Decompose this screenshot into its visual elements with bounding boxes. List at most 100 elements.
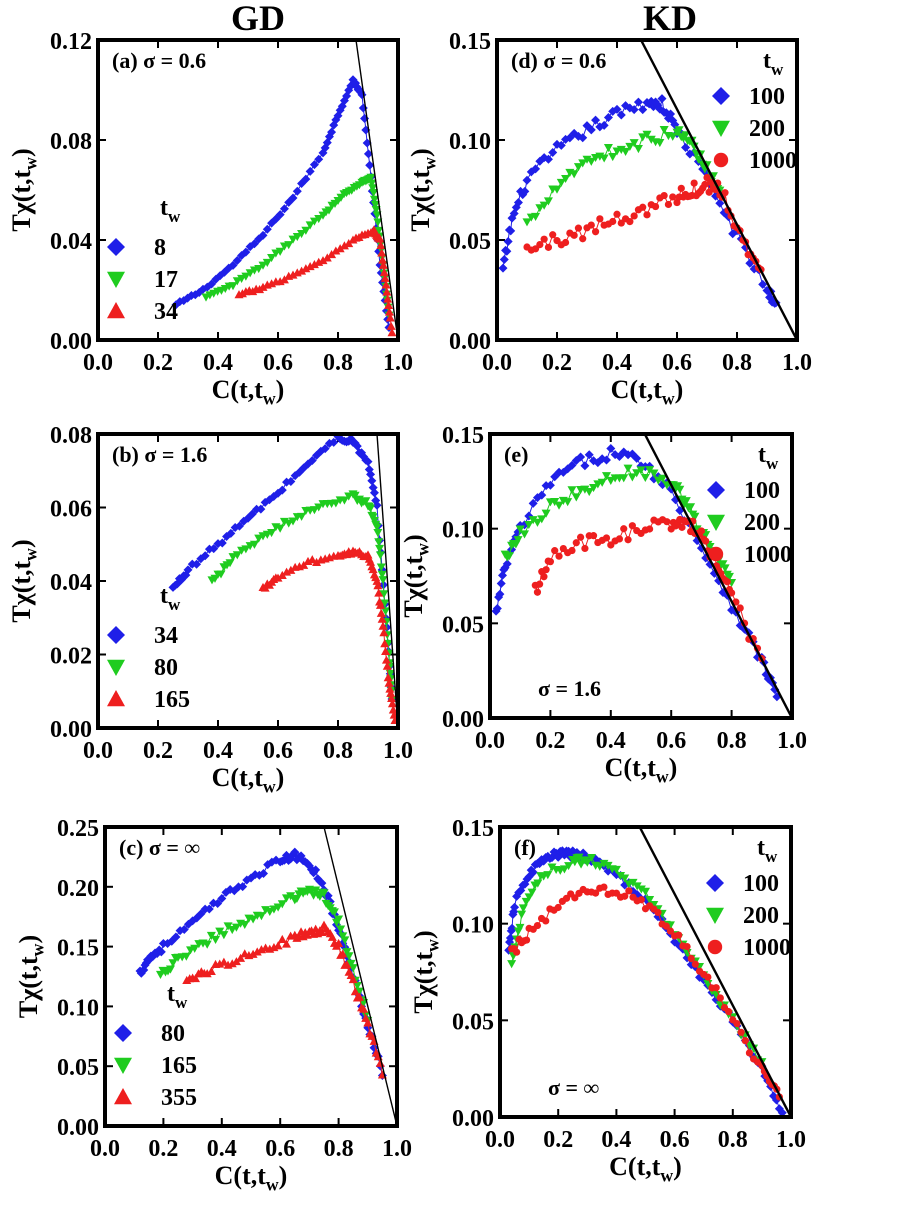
point-200	[574, 853, 584, 862]
point-200	[749, 1044, 759, 1053]
x-tick-label: 0.0	[90, 1136, 120, 1162]
point-1000	[723, 578, 731, 586]
point-80	[309, 506, 319, 515]
legend: tw 8 17 34	[107, 195, 181, 325]
point-80	[361, 497, 371, 506]
point-100	[502, 559, 512, 569]
point-1000	[513, 948, 521, 956]
point-80	[366, 504, 376, 513]
point-17	[305, 221, 315, 230]
point-200	[556, 178, 566, 188]
point-165	[380, 639, 390, 648]
plot-area	[498, 94, 781, 308]
point-1000	[613, 210, 621, 218]
point-80	[267, 528, 277, 538]
point-1000	[544, 243, 553, 251]
y-tick-label: 0.00	[50, 329, 92, 355]
legend-marker-1000	[713, 152, 729, 168]
point-17	[228, 282, 238, 291]
y-tick-label: 0.00	[57, 1115, 99, 1141]
point-8	[241, 247, 251, 257]
point-100	[545, 480, 555, 490]
point-80	[290, 847, 300, 857]
point-8	[262, 224, 272, 234]
point-1000	[669, 193, 677, 201]
legend-label-17: 17	[154, 267, 178, 293]
y-tick-label: 0.15	[449, 29, 491, 55]
point-34	[183, 565, 193, 575]
point-1000	[716, 994, 724, 1002]
point-165	[307, 555, 317, 564]
point-165	[344, 952, 354, 961]
point-8	[275, 210, 285, 220]
point-355	[202, 969, 212, 978]
point-100	[616, 110, 626, 120]
point-165	[336, 925, 346, 934]
point-1000	[663, 518, 671, 526]
point-165	[387, 693, 397, 702]
point-200	[620, 874, 630, 883]
point-1000	[733, 1019, 741, 1028]
point-100	[777, 1108, 787, 1117]
point-34	[381, 280, 391, 289]
point-200	[681, 131, 691, 140]
point-80	[339, 496, 349, 505]
point-8	[301, 174, 311, 184]
point-200	[603, 144, 613, 153]
point-200	[543, 197, 553, 206]
point-100	[657, 94, 667, 104]
x-tick-label: 1.0	[782, 350, 812, 376]
point-100	[543, 154, 553, 164]
y-tick-label: 0.00	[50, 717, 92, 743]
point-8	[232, 255, 242, 265]
point-355	[348, 974, 358, 984]
point-165	[202, 940, 212, 949]
point-34	[369, 488, 379, 498]
point-355	[248, 949, 258, 958]
point-1000	[536, 240, 544, 249]
y-axis-label: Tχ(t,tw)	[409, 930, 443, 1013]
point-80	[297, 512, 307, 521]
point-200	[619, 474, 629, 483]
point-100	[510, 902, 520, 912]
plot-frame	[495, 38, 799, 342]
y-tick-label: 0.12	[50, 29, 92, 55]
point-34	[258, 282, 268, 291]
point-1000	[549, 231, 557, 239]
y-tick-label: 0.00	[442, 707, 484, 733]
point-1000	[561, 238, 570, 247]
point-100	[502, 246, 512, 256]
y-tick-label: 0.10	[442, 518, 484, 544]
point-17	[241, 272, 251, 281]
y-tick-label: 0.10	[57, 995, 99, 1021]
point-200	[606, 476, 616, 485]
point-200	[531, 212, 541, 222]
point-165	[312, 557, 322, 567]
point-200	[584, 488, 594, 497]
point-1000	[666, 927, 675, 935]
panel-e: 0.0 0.2 0.4 0.6 0.8 1.0 0.00 0.05 0.10 0.15 C(t,tw…	[399, 423, 807, 787]
point-34	[379, 267, 389, 277]
point-200	[595, 862, 605, 871]
point-200	[571, 493, 581, 502]
point-355	[334, 938, 344, 948]
point-1000	[703, 173, 711, 182]
point-1000	[591, 228, 600, 236]
point-1000	[555, 552, 563, 560]
point-165	[386, 688, 396, 697]
point-17	[367, 179, 377, 188]
x-axis-label: C(t,tw)	[611, 375, 684, 409]
x-axis-label: C(t,tw)	[212, 375, 285, 409]
legend-label-1000: 1000	[749, 148, 797, 174]
point-34	[384, 307, 394, 316]
point-165	[377, 614, 387, 623]
reference-line	[376, 434, 398, 728]
reference-line	[638, 827, 791, 1117]
point-200	[561, 174, 571, 184]
point-1000	[637, 896, 645, 904]
point-34	[385, 313, 395, 322]
series-line-1000	[511, 886, 780, 1098]
point-200	[705, 542, 715, 552]
point-1000	[570, 231, 578, 239]
point-200	[578, 159, 588, 168]
